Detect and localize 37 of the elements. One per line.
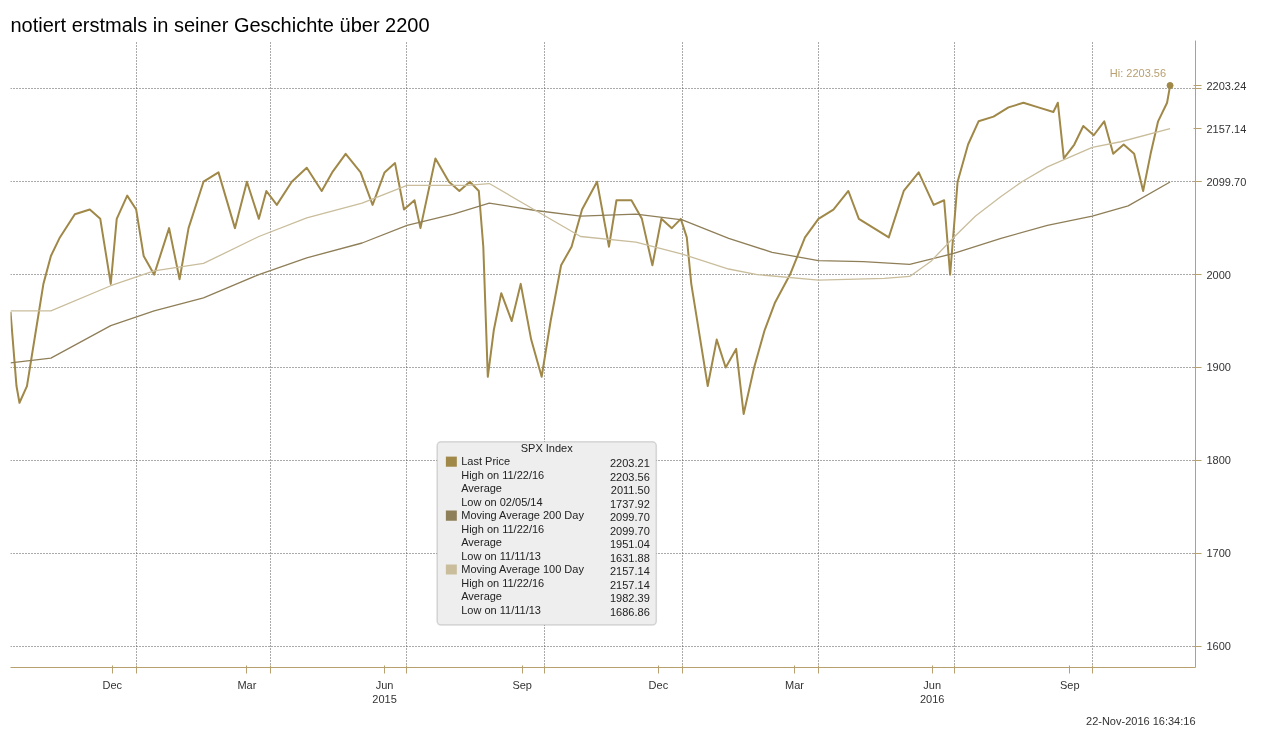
x-tick-label: Dec: [648, 678, 669, 691]
annotation: 2203.21: [609, 457, 650, 470]
annotation: 2157.14: [609, 565, 650, 578]
text: Low on 02/05/14 1737.92: [461, 495, 650, 510]
x-tick-label: Jun 2015: [372, 678, 397, 705]
x-tick-label: Mar: [785, 678, 805, 691]
text: 22-Nov-2016 16:34:16: [1086, 714, 1196, 727]
x-tick-label: Sep: [512, 678, 532, 691]
line-series: [10, 127, 1171, 312]
text: Average 1951.04: [461, 536, 650, 551]
y-tick-label: 1600: [1206, 640, 1231, 653]
text: Low on 11/11/13 1686.86: [461, 603, 650, 618]
x-tick-label: Sep: [1060, 678, 1080, 691]
x-tick-label: Dec: [102, 678, 123, 691]
text: Low on 11/11/13 1631.88: [461, 549, 650, 564]
text: High on 11/22/16 2099.70: [461, 522, 650, 537]
y-tick-label: 2157.14: [1206, 122, 1247, 135]
y-tick-label: 2000: [1206, 268, 1231, 281]
y-tick-label: 2203.24: [1206, 79, 1247, 92]
y-tick-label: 1800: [1206, 454, 1231, 467]
y-tick-label: 1700: [1206, 547, 1231, 560]
line-series: [10, 181, 1171, 364]
y-tick-label: 2099.70: [1206, 175, 1247, 188]
chart-title: notiert erstmals in seiner Geschichte über 2200: [10, 13, 430, 36]
annotation: Hi: 2203.56: [1109, 67, 1167, 80]
legend-title: SPX Index: [520, 441, 574, 454]
text: High on 11/22/16 2203.56: [461, 468, 650, 483]
x-tick-label: Mar: [237, 678, 257, 691]
text: Average 2011.50: [461, 482, 650, 497]
legend-label: Moving Average 100 Day: [461, 563, 585, 576]
legend-label: Last Price: [461, 455, 511, 468]
x-tick-label: Jun 2016: [919, 678, 945, 705]
legend-label: Moving Average 200 Day: [461, 509, 585, 522]
text: High on 11/22/16 2157.14: [461, 576, 650, 591]
text: Average 1982.39: [461, 590, 650, 605]
annotation: 2099.70: [609, 511, 650, 524]
y-tick-label: 1900: [1206, 361, 1231, 374]
